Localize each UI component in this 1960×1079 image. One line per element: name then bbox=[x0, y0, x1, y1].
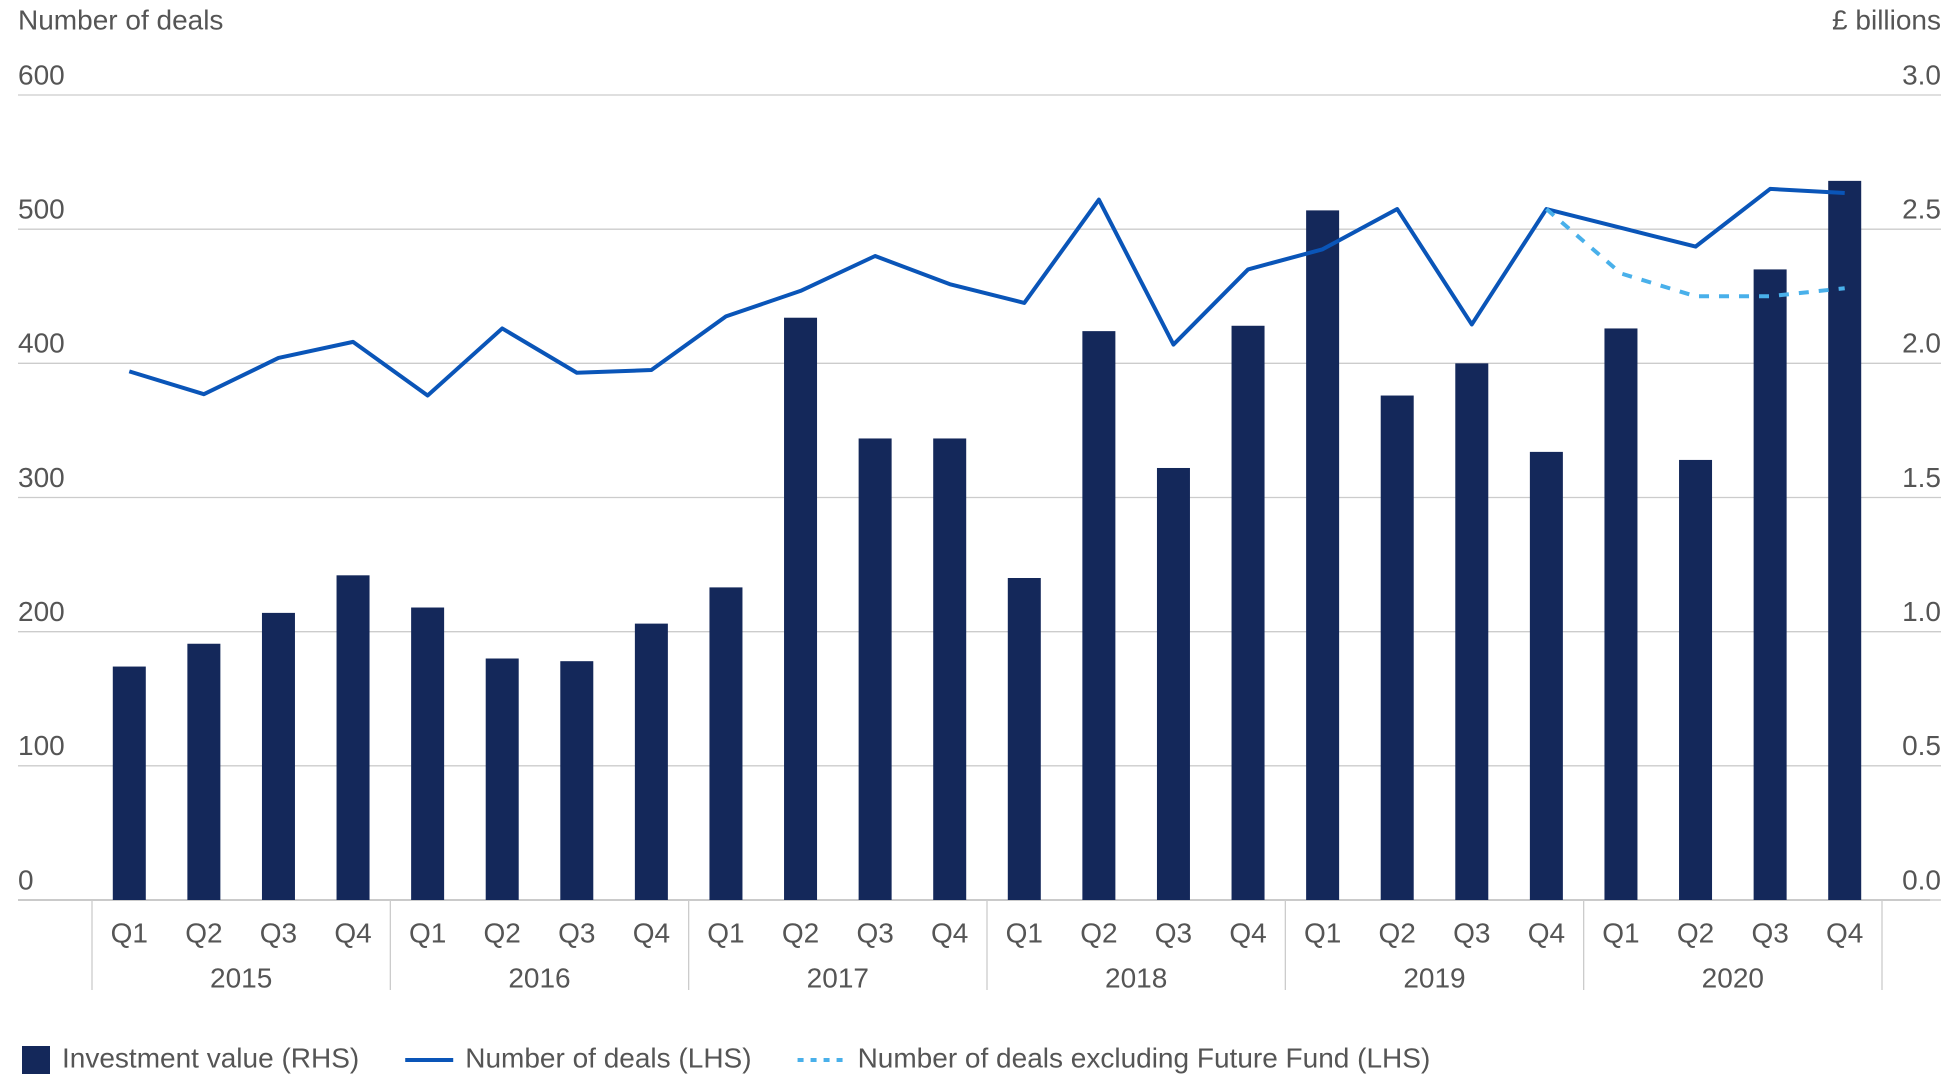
bar bbox=[1231, 325, 1265, 900]
bar bbox=[411, 607, 445, 900]
y2-tick-label: 1.5 bbox=[1902, 462, 1941, 493]
line bbox=[128, 186, 1845, 398]
legend-label: Number of deals (LHS) bbox=[465, 1042, 751, 1073]
bar bbox=[1380, 395, 1414, 900]
x-tick-label: Q2 bbox=[782, 917, 819, 948]
y-tick-label: 100 bbox=[18, 730, 65, 761]
legend-label: Number of deals excluding Future Fund (L… bbox=[858, 1042, 1431, 1073]
x-tick-label: Q3 bbox=[1155, 917, 1192, 948]
x-tick-label: Q1 bbox=[1304, 917, 1341, 948]
x-tick-label: Q1 bbox=[707, 917, 744, 948]
group-label: 2016 bbox=[508, 962, 570, 993]
y2-axis-title: £ billions bbox=[1832, 4, 1941, 35]
line bbox=[1545, 207, 1845, 299]
y2-tick-label: 0.5 bbox=[1902, 730, 1941, 761]
x-tick-label: Q4 bbox=[1826, 917, 1863, 948]
bar bbox=[933, 438, 967, 900]
group-label: 2020 bbox=[1702, 962, 1764, 993]
y2-tick-label: 2.0 bbox=[1902, 328, 1941, 359]
x-tick-label: Q1 bbox=[409, 917, 446, 948]
legend-swatch bbox=[22, 1046, 50, 1074]
x-tick-label: Q3 bbox=[1751, 917, 1788, 948]
y2-tick-label: 2.5 bbox=[1902, 194, 1941, 225]
x-tick-label: Q3 bbox=[260, 917, 297, 948]
x-tick-label: Q2 bbox=[185, 917, 222, 948]
bar bbox=[1455, 363, 1489, 900]
bar bbox=[112, 666, 146, 900]
bar bbox=[1529, 451, 1563, 900]
group-label: 2018 bbox=[1105, 962, 1167, 993]
group-label: 2017 bbox=[807, 962, 869, 993]
x-tick-label: Q2 bbox=[1379, 917, 1416, 948]
x-tick-label: Q1 bbox=[1602, 917, 1639, 948]
legend-label: Investment value (RHS) bbox=[62, 1042, 359, 1073]
x-tick-label: Q2 bbox=[1677, 917, 1714, 948]
x-tick-label: Q2 bbox=[484, 917, 521, 948]
x-tick-label: Q1 bbox=[111, 917, 148, 948]
bar bbox=[634, 623, 668, 900]
y-tick-label: 600 bbox=[18, 59, 65, 90]
bar bbox=[485, 658, 519, 900]
x-tick-label: Q4 bbox=[633, 917, 670, 948]
bar bbox=[1679, 459, 1713, 900]
y-tick-label: 500 bbox=[18, 194, 65, 225]
x-tick-label: Q4 bbox=[1229, 917, 1266, 948]
group-label: 2019 bbox=[1403, 962, 1465, 993]
group-label: 2015 bbox=[210, 962, 272, 993]
bar bbox=[858, 438, 892, 900]
bar bbox=[261, 612, 295, 900]
bar bbox=[560, 661, 594, 900]
y2-tick-label: 0.0 bbox=[1902, 864, 1941, 895]
x-tick-label: Q1 bbox=[1006, 917, 1043, 948]
bar bbox=[784, 317, 818, 900]
bar bbox=[1604, 328, 1638, 900]
y-tick-label: 300 bbox=[18, 462, 65, 493]
bar bbox=[336, 575, 370, 900]
y-tick-label: 200 bbox=[18, 596, 65, 627]
bar bbox=[709, 587, 743, 900]
bar bbox=[1007, 578, 1041, 900]
x-tick-label: Q3 bbox=[1453, 917, 1490, 948]
y-axis-title: Number of deals bbox=[18, 4, 223, 35]
y2-tick-label: 1.0 bbox=[1902, 596, 1941, 627]
bar bbox=[1828, 180, 1862, 900]
x-tick-label: Q4 bbox=[334, 917, 371, 948]
bar bbox=[1082, 331, 1116, 901]
x-tick-label: Q3 bbox=[558, 917, 595, 948]
x-tick-label: Q2 bbox=[1080, 917, 1117, 948]
x-tick-label: Q4 bbox=[1528, 917, 1565, 948]
bar bbox=[1753, 269, 1787, 901]
y-tick-label: 400 bbox=[18, 328, 65, 359]
x-tick-label: Q4 bbox=[931, 917, 968, 948]
y-tick-label: 0 bbox=[18, 864, 34, 895]
bar bbox=[1156, 467, 1190, 900]
bar bbox=[1306, 210, 1340, 901]
y2-tick-label: 3.0 bbox=[1902, 59, 1941, 90]
bar bbox=[187, 643, 221, 900]
x-tick-label: Q3 bbox=[856, 917, 893, 948]
